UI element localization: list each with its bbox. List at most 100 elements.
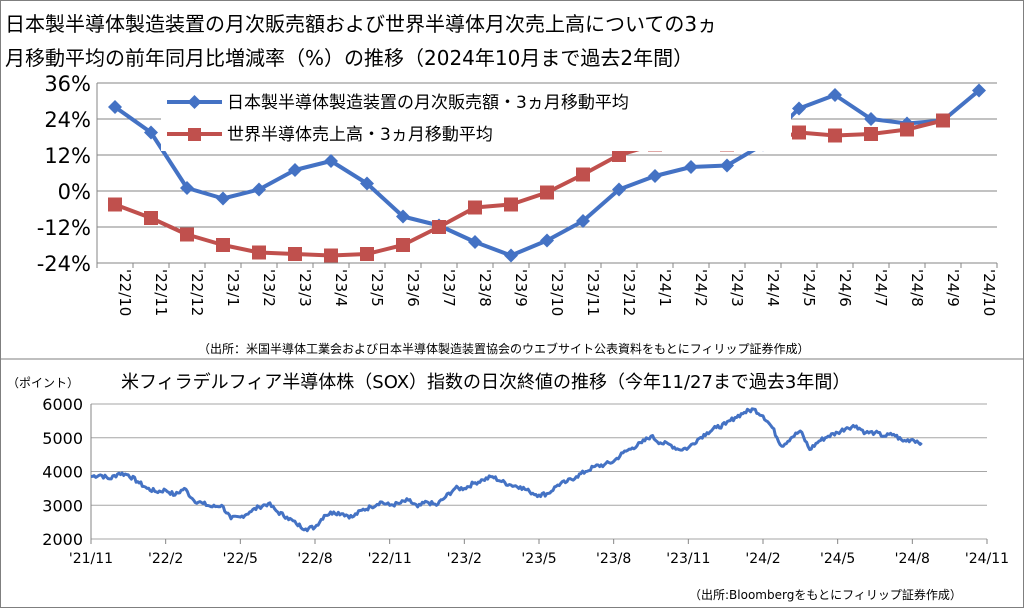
chart1-point-square [360,247,374,261]
chart2-gridlines [90,403,988,544]
chart1-point-square [252,245,266,260]
chart1-y-tick-label: -24% [37,252,91,276]
chart1-point-diamond [108,100,122,114]
chart1-x-tick-label: '24/10 [980,269,998,316]
chart2-x-tick-label: '23/5 [521,551,556,567]
chart1-point-square [108,197,122,212]
chart1-point-diamond [792,101,806,116]
chart1-x-tick-label: '23/2 [260,269,278,307]
chart2-x-tick-label: '22/2 [148,551,183,567]
chart2-unit-label: （ポイント） [7,376,79,390]
chart2-x-tick-label: '23/11 [666,551,710,567]
chart1-point-square [180,227,194,242]
chart1-x-tick-label: '23/1 [224,269,242,307]
chart1-point-square [792,125,806,140]
chart1-point-square [396,238,410,252]
chart1-x-tick-label: '23/10 [548,269,566,316]
chart2-y-ticks: 6000 5000 4000 3000 2000 [42,395,83,549]
chart1-x-ticks: '22/10 '22/11 '22/12 '23/1 '23/2 '23/3 '23/4 '2… [116,269,998,316]
chart1-x-tick-label: '23/9 [512,269,530,307]
chart1-source: （出所：米国半導体工業会および日本半導体製造装置協会のウエブサイト公表資料をもと… [198,341,810,356]
chart1-point-diamond [468,235,482,249]
chart1-x-tick-label: '23/6 [404,269,422,307]
chart1-point-square [576,167,590,182]
chart1-point-diamond [180,181,194,195]
chart1-point-diamond [288,163,302,177]
chart2-y-tick-label: 4000 [42,463,83,482]
chart1-x-tick-label: '23/11 [584,269,602,316]
chart1-point-square [612,148,626,162]
chart1-legend: 日本製半導体製造装置の月次販売額・3ヵ月移動平均 世界半導体売上高・3ヵ月移動平… [161,87,791,151]
chart2-x-tick-label: '21/11 [69,551,113,567]
chart1-y-tick-label: -12% [37,216,91,240]
chart1-y-tick-label: 12% [44,144,91,168]
chart2-x-ticks: '21/11 '22/2 '22/5 '22/8 '22/11 '23/2 '23/5 '23… [69,551,1009,567]
chart1-point-square [864,127,878,141]
legend-label-equipment: 日本製半導体製造装置の月次販売額・3ヵ月移動平均 [227,93,629,113]
chart1-point-square [504,197,518,212]
chart1-point-square [468,200,482,215]
chart2-x-tick-label: '23/2 [447,551,482,567]
chart1-x-tick-label: '23/4 [332,269,350,307]
chart1-title-line2: 月移動平均の前年同月比増減率（%）の推移（2024年10月まで過去2年間） [5,46,693,70]
chart2-source: （出所:Bloombergをもとにフィリップ証券作成） [689,587,962,602]
chart1-x-tick-label: '23/8 [476,269,494,307]
chart1-point-diamond [864,112,878,126]
chart1-point-diamond [612,182,626,197]
chart2-x-tick-label: '24/8 [895,551,930,567]
chart1-x-tick-label: '24/8 [908,269,926,307]
chart1-point-square [540,185,554,200]
legend-background [161,87,791,151]
chart2-y-tick-label: 5000 [42,429,83,448]
chart1-point-diamond [540,233,554,248]
chart1-point-diamond [216,191,230,206]
chart1-point-diamond [360,176,374,191]
chart1-x-tick-label: '22/11 [152,269,170,316]
chart2-y-tick-label: 2000 [42,530,83,549]
chart1-x-tick-label: '24/7 [872,269,890,307]
chart2-title: 米フィラデルフィア半導体株（SOX）指数の日次終値の推移（今年11/27まで過去… [121,372,850,393]
chart1-x-tick-label: '23/5 [368,269,386,307]
chart2-series-line-0 [90,407,923,533]
chart1-y-tick-label: 24% [44,108,91,132]
chart1-point-diamond [828,88,842,102]
chart1-x-tick-label: '24/1 [656,269,674,307]
chart1-point-diamond [504,248,518,263]
chart2-x-tick-label: '23/8 [596,551,631,567]
chart2-series [90,407,923,533]
legend-diamond-marker [187,95,202,109]
chart1-point-diamond [972,83,986,98]
chart1-point-square [900,122,914,137]
chart2-y-tick-label: 3000 [42,496,83,515]
chart1-point-diamond [252,182,266,197]
chart1-x-tick-label: '24/4 [764,269,782,307]
chart2-x-tick-label: '24/2 [745,551,780,567]
chart1-x-tick-label: '23/12 [620,269,638,316]
chart1-x-tick-label: '24/2 [692,269,710,307]
chart1-point-diamond [144,125,158,140]
chart1-point-diamond [648,169,662,183]
chart1-point-square [936,113,950,128]
chart1-point-diamond [720,158,734,173]
chart1-point-diamond [684,160,698,174]
chart1-x-tick-label: '24/9 [944,269,962,307]
chart1-point-square [144,211,158,225]
chart1-y-tick-label: 0% [58,180,91,204]
chart1-point-diamond [324,154,338,168]
chart1-title-line1: 日本製半導体製造装置の月次販売額および世界半導体月次売上高についての3ヵ [5,12,717,36]
legend-label-sales: 世界半導体売上高・3ヵ月移動平均 [227,125,493,145]
chart1-x-tick-label: '22/12 [188,269,206,316]
chart1-point-square [216,238,230,252]
chart1-x-tick-label: '24/3 [728,269,746,307]
chart2-x-tick-label: '24/5 [820,551,855,567]
chart1-point-diamond [396,209,410,224]
chart2-x-tick-label: '24/11 [965,551,1009,567]
chart1-point-square [288,247,302,261]
chart1-point-square [432,220,446,234]
chart1-point-diamond [576,214,590,228]
chart1-x-tick-label: '23/3 [296,269,314,307]
chart1-y-tick-label: 36% [44,72,91,96]
chart1-x-tick-label: '22/10 [116,269,134,316]
